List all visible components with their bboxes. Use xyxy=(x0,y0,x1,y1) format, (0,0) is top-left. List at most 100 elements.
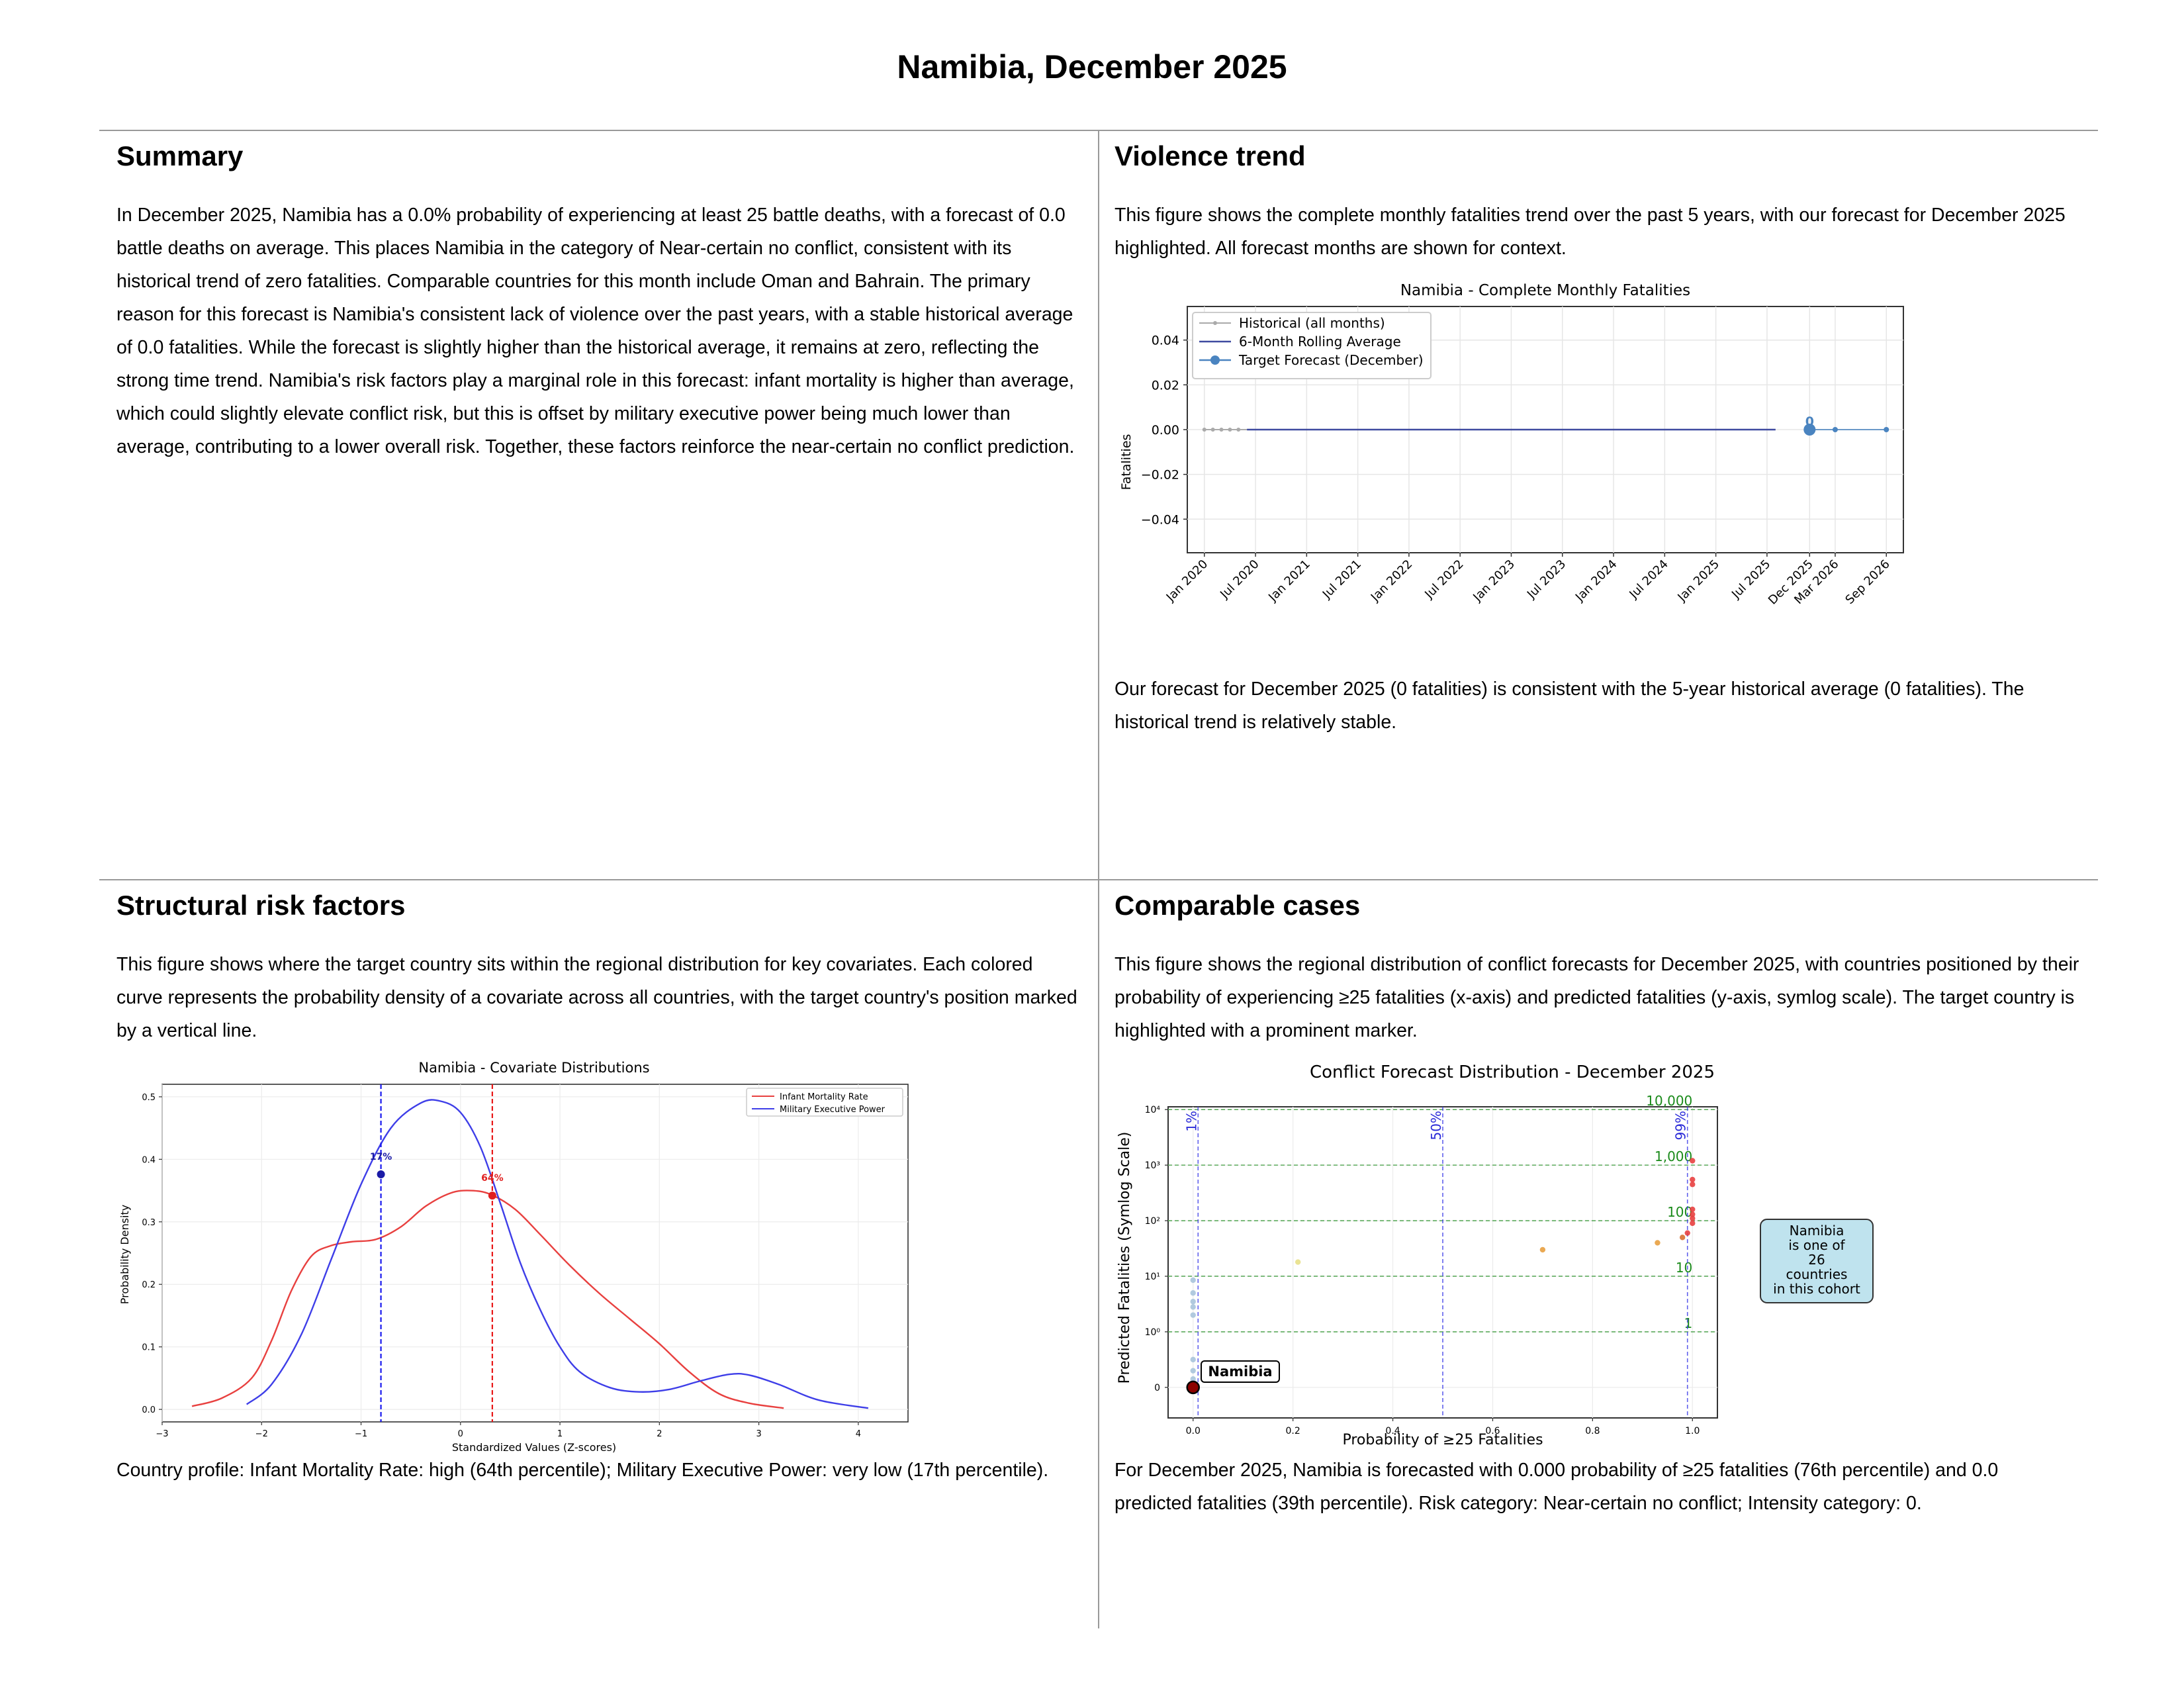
summary-heading: Summary xyxy=(116,140,244,171)
military-executive-marker xyxy=(377,1170,385,1178)
trend-x-tick-label: Jul 2024 xyxy=(1627,557,1671,602)
cohort-text-line: is one of xyxy=(1788,1237,1845,1253)
trend-y-axis-label: Fatalities xyxy=(1119,434,1134,491)
threshold-label: 1,000 xyxy=(1655,1149,1692,1164)
trend-y-tick-label: 0.04 xyxy=(1152,334,1179,348)
country-point xyxy=(1190,1299,1196,1305)
page-title: Namibia, December 2025 xyxy=(897,48,1287,85)
country-point xyxy=(1690,1215,1696,1221)
trend-x-tick-label: Jan 2024 xyxy=(1572,557,1620,605)
country-point xyxy=(1690,1182,1696,1188)
structural-outro: Country profile: Infant Mortality Rate: … xyxy=(116,1460,1049,1481)
threshold-label: 1 xyxy=(1684,1315,1693,1331)
cov-x-tick-label: −2 xyxy=(255,1429,268,1439)
cohort-text-line: Namibia xyxy=(1790,1223,1844,1239)
cov-legend: Infant Mortality Rate Military Executive… xyxy=(746,1088,903,1117)
legend-target-forecast: Target Forecast (December) xyxy=(1238,352,1424,368)
trend-y-tick-label: 0.02 xyxy=(1152,378,1179,393)
country-point xyxy=(1190,1356,1196,1363)
infant-mortality-marker xyxy=(488,1192,496,1200)
target-forecast-point xyxy=(1803,424,1816,436)
legend-historical: Historical (all months) xyxy=(1239,315,1385,331)
military-executive-percentile: 17% xyxy=(370,1152,392,1162)
cov-x-tick-label: 1 xyxy=(557,1429,563,1439)
cov-plot-area xyxy=(161,1084,909,1423)
cohort-text-line: in this cohort xyxy=(1773,1281,1860,1297)
comparable-heading: Comparable cases xyxy=(1115,890,1361,921)
cov-x-tick-label: 3 xyxy=(756,1429,761,1439)
scatter-chart-title: Conflict Forecast Distribution - Decembe… xyxy=(1310,1062,1715,1082)
scatter-x-axis-label: Probability of ≥25 Fatalities xyxy=(1342,1432,1543,1448)
scatter-y-tick-label: 10² xyxy=(1145,1216,1160,1227)
historical-point xyxy=(1210,428,1215,432)
cohort-info-box: Namibia is one of 26 countries in this cohor… xyxy=(1760,1219,1874,1303)
historical-point xyxy=(1228,428,1232,432)
cov-chart-title: Namibia - Covariate Distributions xyxy=(418,1060,649,1076)
monthly-fatalities-chart: Namibia - Complete Monthly Fatalities 0.… xyxy=(1119,282,1904,608)
country-point xyxy=(1190,1312,1196,1318)
legend-military-executive: Military Executive Power xyxy=(780,1105,886,1115)
scatter-y-tick-label: 10¹ xyxy=(1145,1272,1160,1282)
trend-y-tick-label: −0.04 xyxy=(1141,512,1179,527)
military-executive-curve xyxy=(246,1099,869,1409)
cohort-text-line: countries xyxy=(1786,1266,1848,1282)
cov-x-tick-label: −1 xyxy=(355,1429,367,1439)
scatter-y-tick-label: 0 xyxy=(1154,1383,1160,1393)
probability-line-label: 99% xyxy=(1673,1111,1689,1140)
violence-trend-outro: Our forecast for December 2025 (0 fatali… xyxy=(1115,679,2025,733)
cov-x-axis-label: Standardized Values (Z-scores) xyxy=(452,1441,616,1454)
country-point xyxy=(1190,1368,1196,1374)
trend-x-tick-label: Jan 2022 xyxy=(1368,557,1416,605)
cov-y-tick-label: 0.3 xyxy=(142,1218,156,1228)
comparable-outro: For December 2025, Namibia is forecasted… xyxy=(1115,1460,1999,1514)
cov-y-tick-label: 0.2 xyxy=(142,1280,156,1290)
country-point xyxy=(1684,1230,1690,1236)
legend-infant-mortality: Infant Mortality Rate xyxy=(780,1092,868,1102)
forecast-point xyxy=(1832,427,1838,432)
scatter-x-tick-label: 0.6 xyxy=(1485,1426,1500,1436)
covariate-distribution-chart: Namibia - Covariate Distributions 0.0 0.1… xyxy=(118,1060,909,1454)
cohort-info-text: Namibia is one of 26 countries in this cohor… xyxy=(1773,1223,1860,1297)
country-point xyxy=(1539,1246,1546,1253)
scatter-x-tick-label: 0.2 xyxy=(1286,1426,1300,1436)
threshold-label: 10 xyxy=(1676,1260,1692,1276)
cov-x-tick-label: 0 xyxy=(458,1429,463,1439)
country-point xyxy=(1190,1376,1196,1382)
violence-trend-heading: Violence trend xyxy=(1115,140,1306,171)
target-forecast-label: 0 xyxy=(1805,414,1814,429)
cov-x-tick-label: 4 xyxy=(856,1429,861,1439)
cov-y-tick-label: 0.1 xyxy=(142,1343,156,1353)
forecast-point xyxy=(1884,427,1889,432)
namibia-target-label: Namibia xyxy=(1201,1360,1280,1383)
probability-line-label: 1% xyxy=(1183,1111,1199,1132)
country-point xyxy=(1295,1259,1301,1265)
country-point xyxy=(1190,1304,1196,1310)
scatter-y-axis-label: Predicted Fatalities (Symlog Scale) xyxy=(1116,1132,1133,1384)
infant-mortality-percentile: 64% xyxy=(481,1173,504,1184)
trend-x-tick-label: Jan 2020 xyxy=(1163,557,1211,605)
cov-x-tick-label: 2 xyxy=(657,1429,662,1439)
conflict-forecast-scatter: Conflict Forecast Distribution - Decembe… xyxy=(1116,1062,1874,1448)
trend-x-tick-label: Jan 2023 xyxy=(1470,557,1518,605)
country-point xyxy=(1190,1290,1196,1296)
country-point xyxy=(1679,1235,1686,1241)
scatter-x-tick-label: 0.8 xyxy=(1585,1426,1600,1436)
country-point xyxy=(1655,1240,1661,1246)
trend-chart-title: Namibia - Complete Monthly Fatalities xyxy=(1400,282,1690,299)
scatter-x-tick-label: 0.0 xyxy=(1186,1426,1201,1436)
cohort-text-line: 26 xyxy=(1808,1252,1825,1268)
legend-rolling-average: 6-Month Rolling Average xyxy=(1239,334,1401,350)
scatter-y-tick-label: 10⁰ xyxy=(1145,1327,1161,1338)
cov-y-tick-label: 0.4 xyxy=(142,1155,156,1165)
column-divider xyxy=(1098,130,1099,1628)
trend-x-tick-label: Jan 2025 xyxy=(1675,557,1723,605)
target-label-text: Namibia xyxy=(1208,1364,1272,1380)
cov-y-tick-label: 0.5 xyxy=(142,1093,156,1103)
comparable-intro: This figure shows the regional distribut… xyxy=(1115,954,2079,1041)
trend-x-tick-label: Jul 2022 xyxy=(1422,557,1466,602)
trend-x-tick-label: Sep 2026 xyxy=(1843,557,1892,607)
cov-y-axis-label: Probability Density xyxy=(118,1205,131,1305)
trend-x-tick-label: Jul 2021 xyxy=(1320,557,1364,602)
trend-x-tick-label: Jul 2020 xyxy=(1217,557,1261,602)
country-point xyxy=(1690,1176,1696,1183)
